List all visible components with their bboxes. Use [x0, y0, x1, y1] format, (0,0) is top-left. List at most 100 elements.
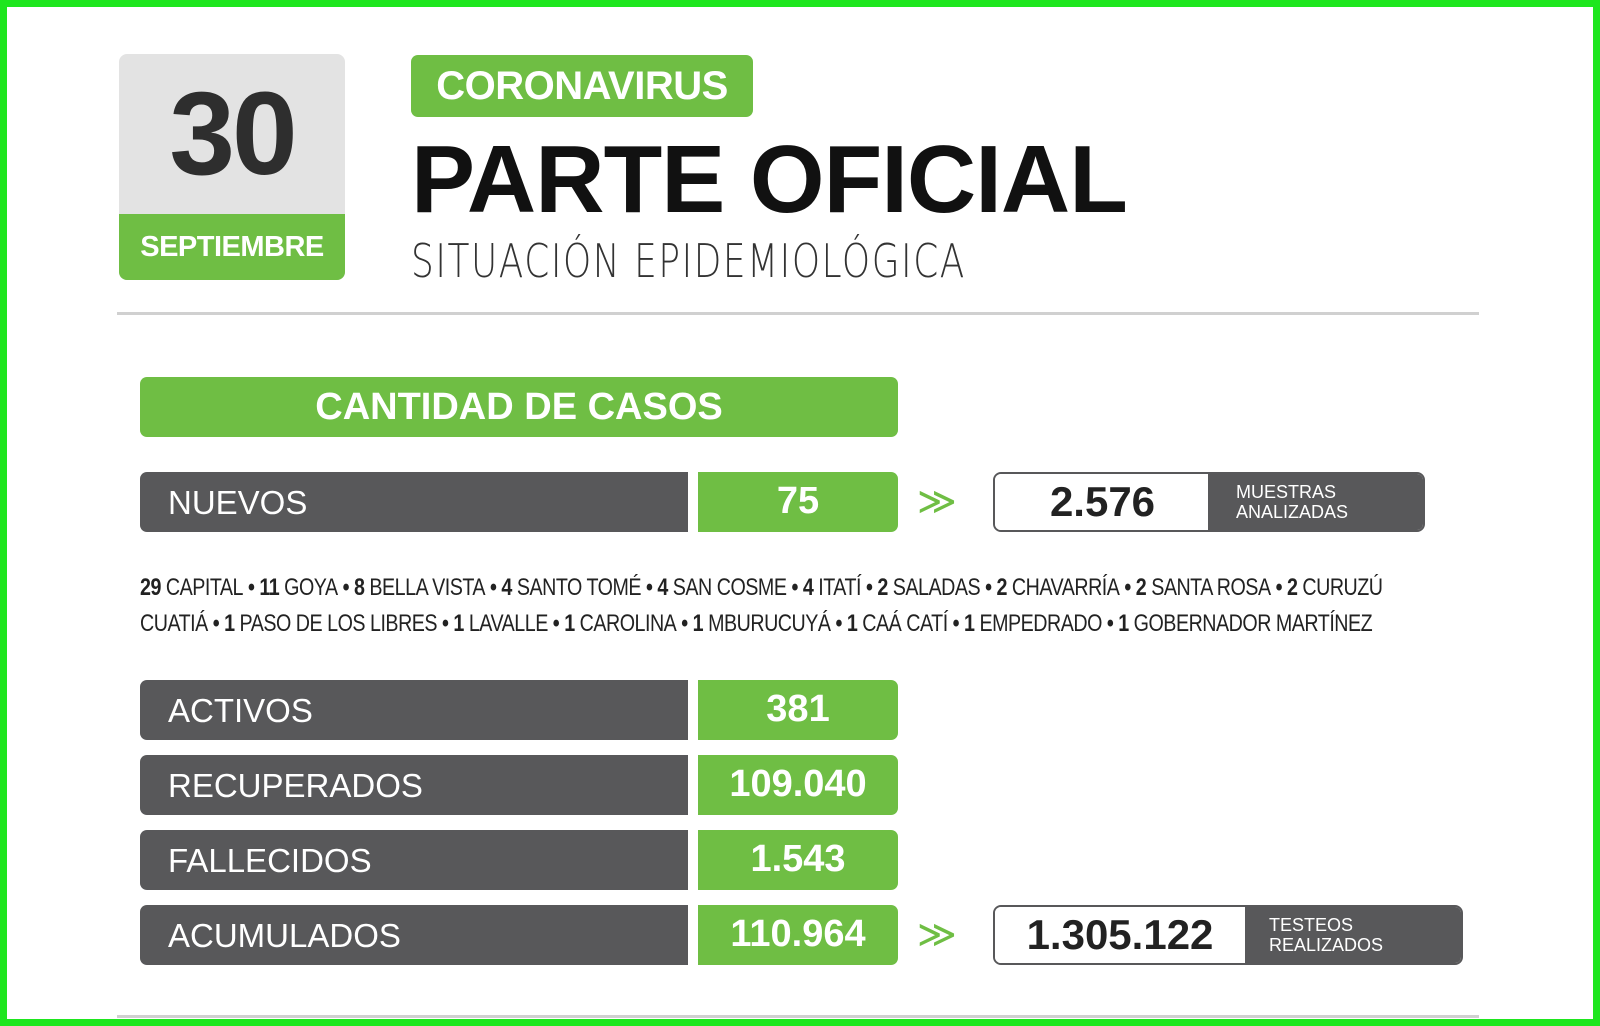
bullet-separator: • [947, 610, 965, 637]
muestras-value: 2.576 [995, 474, 1210, 530]
fallecidos-value: 1.543 [698, 830, 898, 890]
locality-name: CAPITAL [160, 574, 244, 601]
locality-name: CAÁ CATÍ [857, 610, 948, 637]
page-subtitle: SITUACIÓN EPIDEMIOLÓGICA [411, 234, 966, 288]
locality-item: 1 PASO DE LOS LIBRES [224, 610, 437, 637]
new-cases-by-locality: 29 CAPITAL • 11 GOYA • 8 BELLA VISTA • 4… [140, 570, 1440, 642]
locality-count: 2 [996, 574, 1007, 601]
locality-name: LAVALLE [463, 610, 548, 637]
bullet-separator: • [243, 574, 260, 601]
date-month: SEPTIEMBRE [119, 214, 345, 280]
recuperados-label: RECUPERADOS [140, 755, 688, 815]
divider [117, 312, 1479, 315]
locality-count: 2 [1135, 574, 1147, 601]
locality-count: 11 [259, 574, 280, 601]
locality-item: 1 GOBERNADOR MARTÍNEZ [1118, 610, 1372, 637]
locality-item: 1 EMPEDRADO [964, 610, 1102, 637]
locality-name: SANTA ROSA [1146, 574, 1271, 601]
locality-item: 2 CHAVARRÍA [996, 574, 1119, 601]
locality-item: 1 MBURUCUYÁ [693, 610, 831, 637]
date-day: 30 [169, 68, 297, 200]
fallecidos-label: FALLECIDOS [140, 830, 688, 890]
locality-count: 2 [877, 574, 888, 601]
locality-name: ITATÍ [813, 574, 861, 601]
locality-name: SALADAS [887, 574, 981, 601]
bullet-separator: • [1270, 574, 1287, 601]
double-arrow-icon: ≫ [917, 481, 957, 523]
locality-name: SAN COSME [667, 574, 787, 601]
bullet-separator: • [786, 574, 803, 601]
activos-value: 381 [698, 680, 898, 740]
locality-count: 29 [140, 574, 161, 601]
locality-item: 4 SAN COSME [657, 574, 787, 601]
bullet-separator: • [980, 574, 997, 601]
locality-count: 2 [1286, 574, 1298, 601]
locality-item: 4 SANTO TOMÉ [501, 574, 641, 601]
locality-name: BELLA VISTA [364, 574, 486, 601]
muestras-box: 2.576 MUESTRAS ANALIZADAS [993, 472, 1425, 532]
locality-item: 2 SANTA ROSA [1136, 574, 1271, 601]
bullet-separator: • [485, 574, 502, 601]
bottom-divider [117, 1015, 1479, 1018]
bullet-separator: • [676, 610, 693, 637]
bullet-separator: • [1119, 574, 1136, 601]
locality-count: 4 [657, 574, 668, 601]
locality-name: CURUZÚ CUATIÁ [140, 574, 1383, 637]
locality-item: 1 CAÁ CATÍ [847, 610, 948, 637]
double-arrow-icon: ≫ [917, 914, 957, 956]
locality-name: CAROLINA [574, 610, 677, 637]
nuevos-label: NUEVOS [140, 472, 688, 532]
page-title: PARTE OFICIAL [411, 126, 1128, 233]
locality-name: EMPEDRADO [974, 610, 1102, 637]
header-tag: CORONAVIRUS [411, 55, 753, 117]
bullet-separator: • [207, 610, 225, 637]
muestras-caption-line1: MUESTRAS [1236, 482, 1337, 502]
locality-count: 1 [964, 610, 975, 637]
recuperados-value: 109.040 [698, 755, 898, 815]
bullet-separator: • [640, 574, 658, 601]
locality-name: GOYA [279, 574, 338, 601]
locality-name: SANTO TOMÉ [511, 574, 642, 601]
locality-item: 2 CURUZÚ CUATIÁ [140, 574, 1383, 637]
section-title: CANTIDAD DE CASOS [140, 377, 898, 437]
acumulados-label: ACUMULADOS [140, 905, 688, 965]
locality-count: 1 [846, 610, 858, 637]
locality-count: 4 [802, 574, 814, 601]
locality-item: 8 BELLA VISTA [353, 574, 486, 601]
testeos-caption: TESTEOS REALIZADOS [1245, 907, 1461, 963]
locality-name: CHAVARRÍA [1006, 574, 1120, 601]
locality-item: 2 SALADAS [877, 574, 980, 601]
bullet-separator: • [437, 610, 454, 637]
bullet-separator: • [830, 610, 847, 637]
activos-label: ACTIVOS [140, 680, 688, 740]
nuevos-value: 75 [698, 472, 898, 532]
bullet-separator: • [1101, 610, 1119, 637]
testeos-value: 1.305.122 [995, 907, 1245, 963]
locality-count: 1 [453, 610, 464, 637]
locality-count: 4 [501, 574, 512, 601]
bullet-separator: • [547, 610, 565, 637]
locality-name: PASO DE LOS LIBRES [234, 610, 438, 637]
report-card: 30 SEPTIEMBRE CORONAVIRUS PARTE OFICIAL … [7, 7, 1593, 1019]
muestras-caption: MUESTRAS ANALIZADAS [1208, 474, 1423, 530]
locality-item: 29 CAPITAL [140, 574, 244, 601]
locality-item: 4 ITATÍ [802, 574, 862, 601]
locality-name: GOBERNADOR MARTÍNEZ [1128, 610, 1373, 637]
locality-count: 8 [353, 574, 365, 601]
acumulados-value: 110.964 [698, 905, 898, 965]
locality-item: 1 LAVALLE [453, 610, 548, 637]
muestras-caption-line2: ANALIZADAS [1236, 502, 1349, 522]
locality-count: 1 [564, 610, 575, 637]
locality-item: 1 CAROLINA [564, 610, 677, 637]
bullet-separator: • [860, 574, 878, 601]
locality-count: 1 [224, 610, 235, 637]
locality-count: 1 [692, 610, 704, 637]
locality-item: 11 GOYA [259, 574, 338, 601]
testeos-box: 1.305.122 TESTEOS REALIZADOS [993, 905, 1463, 965]
locality-name: MBURUCUYÁ [703, 610, 831, 637]
testeos-caption-line2: REALIZADOS [1269, 935, 1384, 955]
locality-count: 1 [1118, 610, 1129, 637]
bullet-separator: • [337, 574, 354, 601]
testeos-caption-line1: TESTEOS [1269, 915, 1354, 935]
date-badge: 30 SEPTIEMBRE [119, 54, 345, 280]
